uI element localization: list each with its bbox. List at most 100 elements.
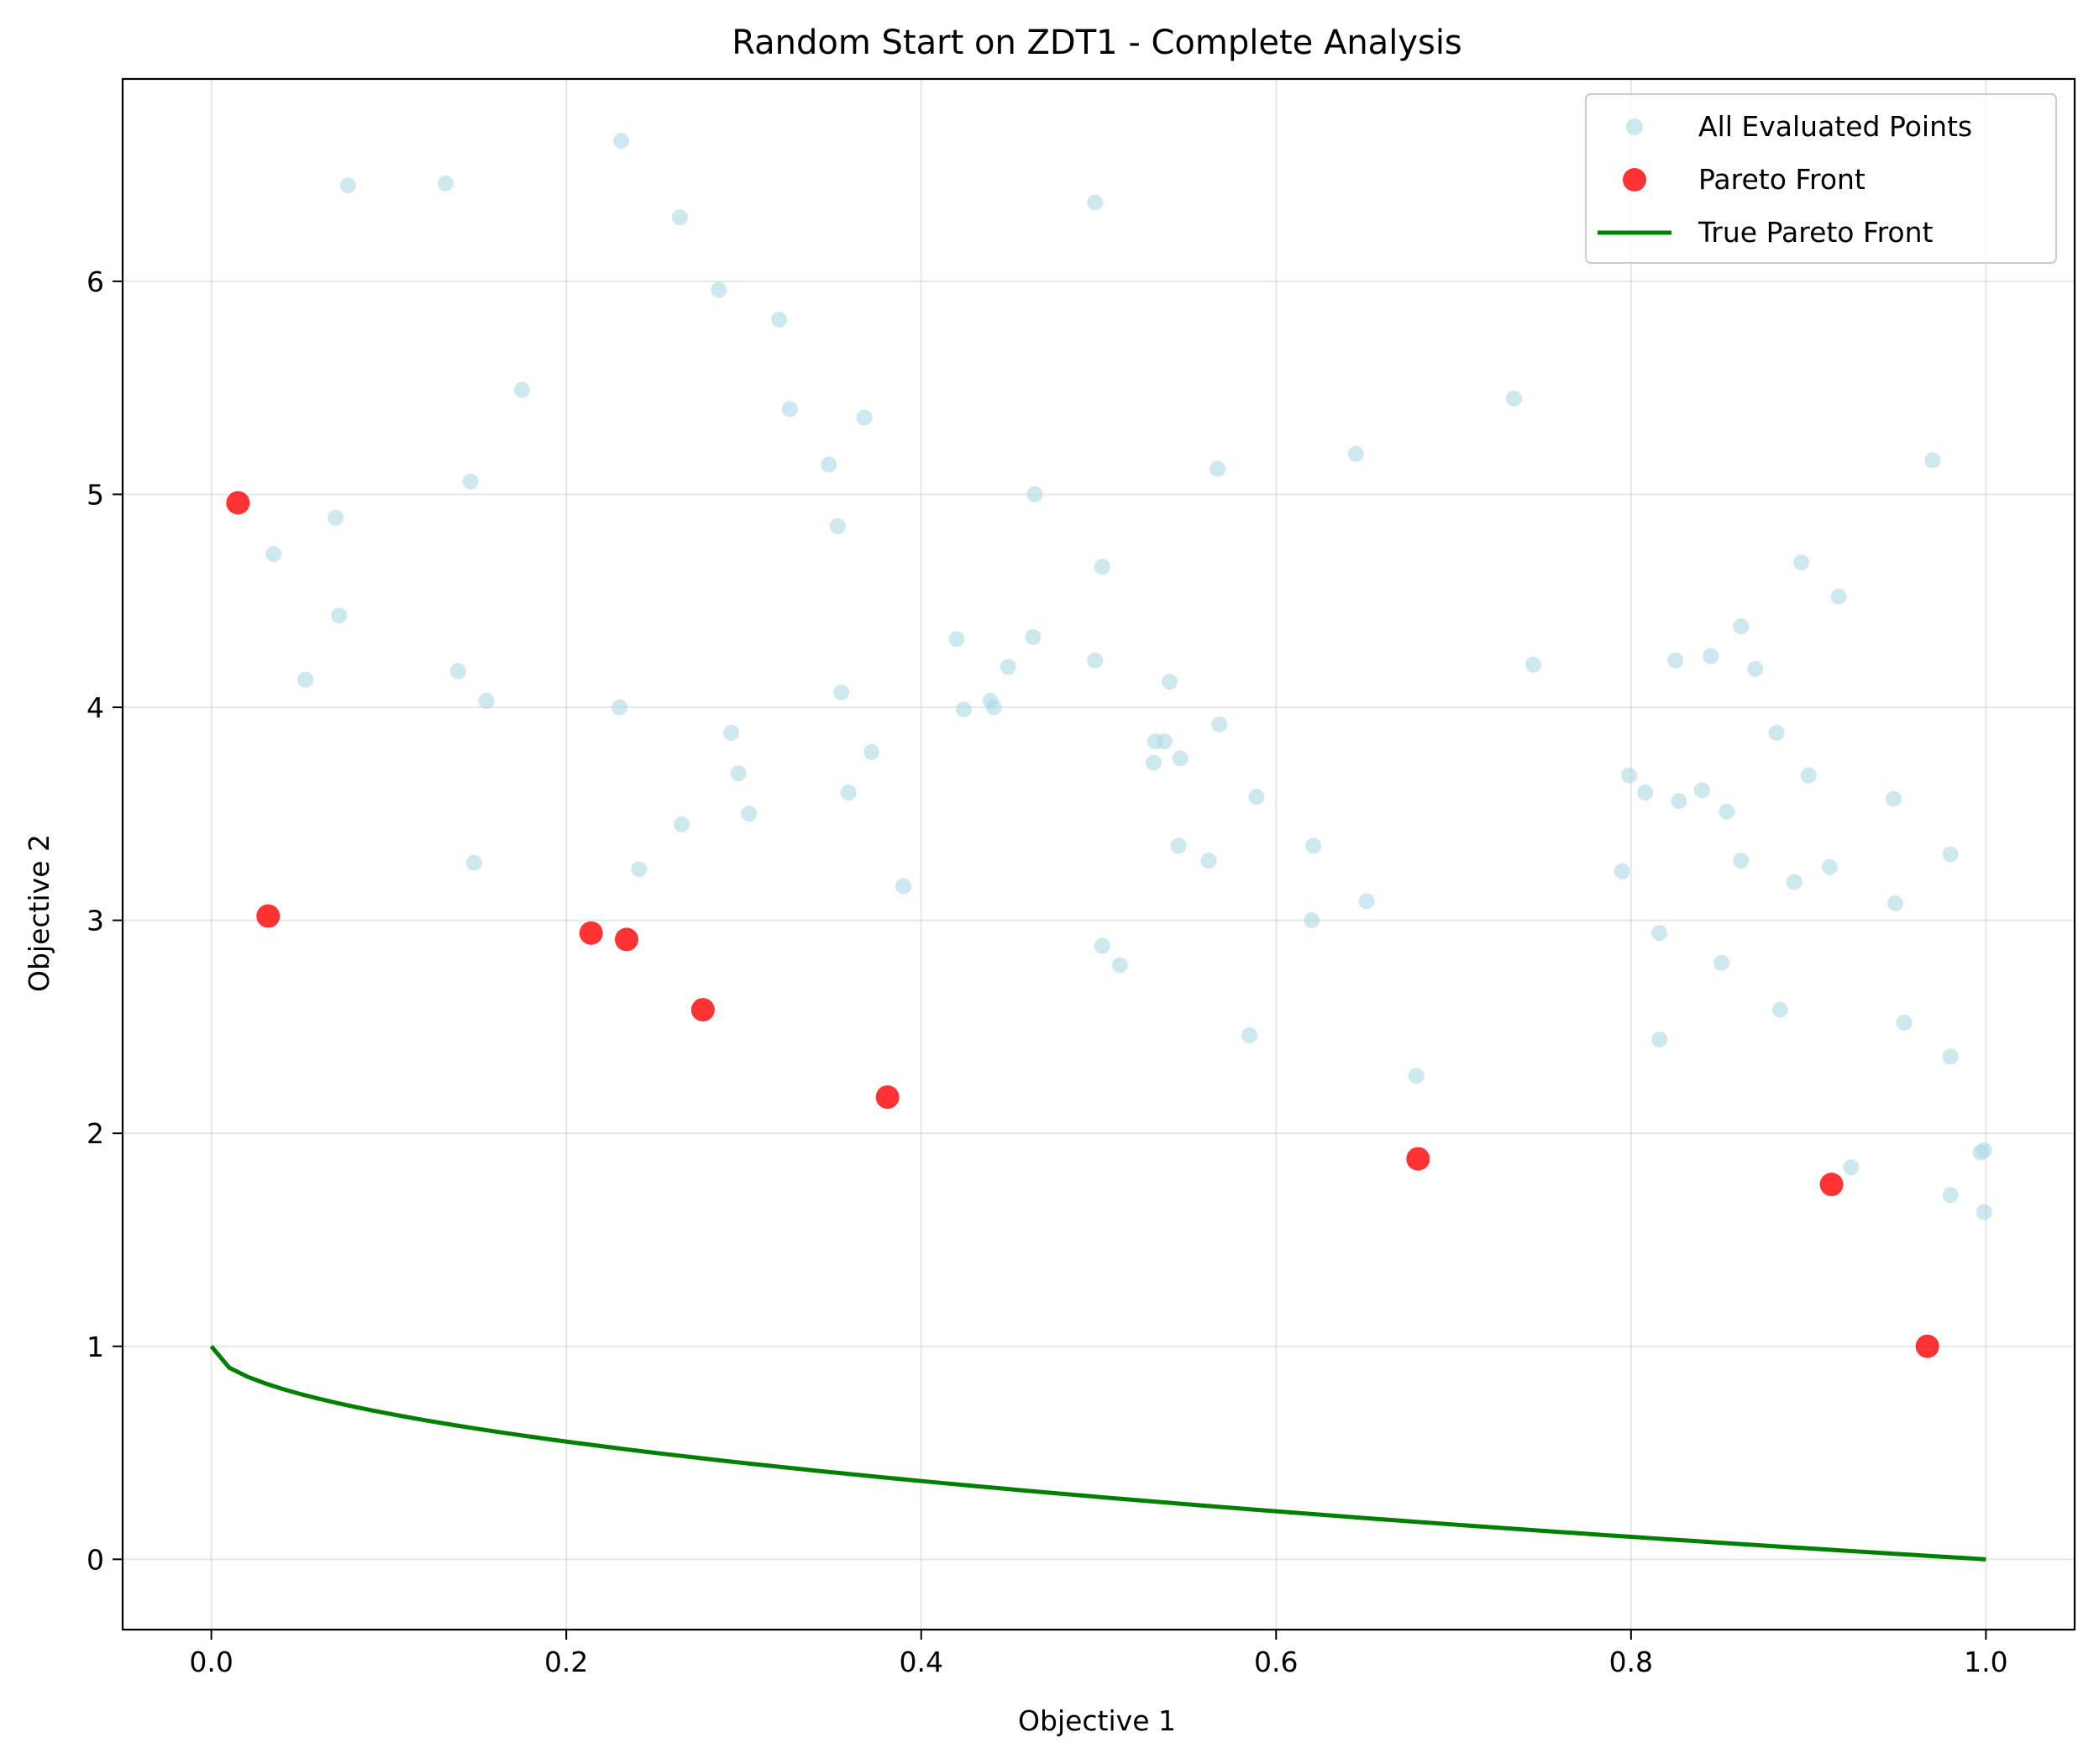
evaluated-point xyxy=(674,816,690,832)
pareto-front-point xyxy=(256,904,281,928)
evaluated-point xyxy=(1304,912,1320,929)
evaluated-point xyxy=(1200,853,1217,869)
evaluated-point xyxy=(985,699,1002,716)
evaluated-point xyxy=(1976,1142,1992,1158)
evaluated-point xyxy=(438,175,454,192)
evaluated-point xyxy=(821,456,837,473)
evaluated-point xyxy=(1347,445,1364,462)
evaluated-point xyxy=(1637,784,1654,801)
true-pareto-front-curve xyxy=(209,1345,1986,1562)
evaluated-point xyxy=(1094,559,1110,575)
evaluated-point xyxy=(1156,733,1173,750)
evaluated-point xyxy=(1793,554,1810,571)
evaluated-point xyxy=(1896,1014,1913,1031)
evaluated-point xyxy=(1087,194,1104,211)
y-tick-label: 1 xyxy=(87,1331,104,1363)
evaluated-point xyxy=(1651,925,1668,942)
evaluated-point xyxy=(1703,648,1719,664)
pareto-front-layer xyxy=(226,491,1939,1358)
y-tick-label: 0 xyxy=(87,1543,104,1576)
evaluated-point xyxy=(1786,874,1803,890)
evaluated-point xyxy=(1671,793,1687,810)
evaluated-point xyxy=(1733,618,1750,635)
evaluated-point xyxy=(1000,659,1016,675)
y-tick-label: 2 xyxy=(87,1117,104,1150)
evaluated-point xyxy=(1830,588,1847,605)
evaluated-point xyxy=(328,509,344,526)
evaluated-point xyxy=(1087,652,1104,669)
evaluated-point xyxy=(840,784,857,801)
evaluated-point xyxy=(1305,837,1322,854)
chart-title: Random Start on ZDT1 - Complete Analysis xyxy=(732,24,1462,62)
evaluated-point xyxy=(613,133,630,150)
legend-label-pareto-front: Pareto Front xyxy=(1698,163,1865,196)
evaluated-point xyxy=(1241,1027,1258,1044)
pareto-front-point xyxy=(875,1085,900,1110)
evaluated-point xyxy=(948,631,965,648)
evaluated-point xyxy=(1358,893,1375,910)
evaluated-point xyxy=(1505,390,1522,407)
evaluated-point xyxy=(1887,895,1904,911)
evaluated-point xyxy=(1614,863,1630,879)
pareto-front-point xyxy=(579,921,603,945)
x-tick-label: 0.6 xyxy=(1254,1646,1298,1678)
evaluated-point xyxy=(1651,1032,1668,1048)
evaluated-point xyxy=(771,312,788,328)
legend: All Evaluated Points Pareto Front True P… xyxy=(1585,93,2057,264)
evaluated-point xyxy=(1210,460,1226,477)
evaluated-point xyxy=(331,607,348,624)
pareto-front-point xyxy=(615,927,639,952)
pareto-front-point xyxy=(1406,1147,1430,1171)
x-tick-label: 1.0 xyxy=(1964,1646,2007,1678)
evaluated-point xyxy=(339,177,356,194)
evaluated-point xyxy=(465,854,482,871)
evaluated-point xyxy=(1094,937,1110,954)
evaluated-point xyxy=(462,473,479,490)
grid-lines xyxy=(123,79,2075,1630)
evaluated-point xyxy=(1713,954,1730,971)
legend-label-all-evaluated-points: All Evaluated Points xyxy=(1698,110,1972,143)
evaluated-point xyxy=(711,281,727,298)
evaluated-point xyxy=(1747,660,1764,677)
evaluated-point xyxy=(723,724,740,741)
evaluated-point xyxy=(1886,790,1902,807)
evaluated-point xyxy=(1408,1068,1425,1084)
evaluated-point xyxy=(730,765,747,782)
pareto-front-point xyxy=(1819,1173,1844,1197)
legend-label-true-pareto-front: True Pareto Front xyxy=(1698,216,1934,249)
y-tick-label: 4 xyxy=(87,691,104,724)
evaluated-point xyxy=(297,671,314,688)
evaluated-point xyxy=(829,518,846,534)
x-tick-label: 0.0 xyxy=(189,1646,233,1678)
pareto-front-point xyxy=(226,491,250,515)
evaluated-point xyxy=(1025,628,1042,645)
y-tick-label: 3 xyxy=(87,905,104,937)
evaluated-point xyxy=(1525,656,1542,673)
evaluated-point xyxy=(631,861,648,878)
evaluated-point xyxy=(671,209,688,226)
evaluated-point xyxy=(781,401,798,417)
evaluated-point xyxy=(895,878,912,895)
evaluated-point xyxy=(1667,652,1684,669)
true-pareto-front-line xyxy=(209,1345,1986,1562)
x-axis-ticks: 0.0 0.2 0.4 0.6 0.8 1.0 xyxy=(189,1630,2008,1678)
legend-box xyxy=(1585,93,2057,264)
evaluated-points-layer xyxy=(265,133,1992,1221)
evaluated-point xyxy=(1621,767,1638,784)
evaluated-point xyxy=(1111,957,1128,974)
evaluated-point xyxy=(1768,724,1785,741)
evaluated-point xyxy=(1771,1001,1788,1018)
evaluated-point xyxy=(513,381,530,398)
y-tick-label: 6 xyxy=(87,265,104,298)
evaluated-point xyxy=(863,743,880,760)
legend-marker-pareto-front xyxy=(1623,168,1646,192)
x-axis-label: Objective 1 xyxy=(1018,1704,1176,1737)
evaluated-point xyxy=(1162,674,1178,690)
evaluated-point xyxy=(1942,846,1959,863)
pareto-front-point xyxy=(1915,1334,1939,1358)
evaluated-point xyxy=(1248,789,1265,806)
evaluated-point xyxy=(1942,1187,1959,1204)
evaluated-point xyxy=(1172,750,1189,767)
